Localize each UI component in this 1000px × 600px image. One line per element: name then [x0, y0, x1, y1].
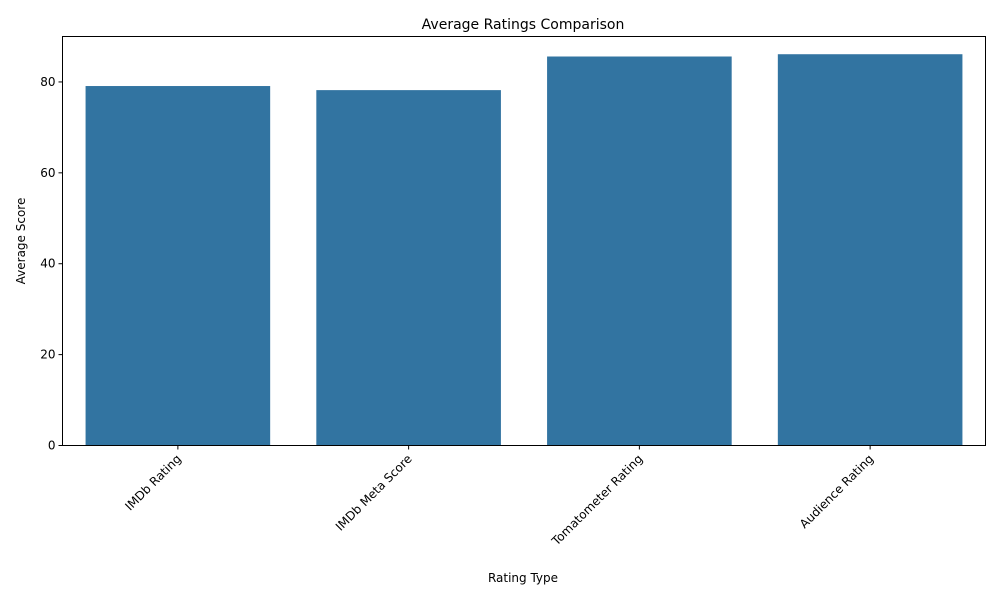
- x-tick-label: Tomatometer Rating: [548, 452, 645, 549]
- bar-tomatometer-rating: [547, 56, 732, 446]
- bar-imdb-rating: [85, 86, 271, 446]
- bar-audience-rating: [777, 54, 963, 446]
- y-tick-label: 0: [48, 439, 56, 453]
- y-tick-label: 60: [40, 166, 55, 180]
- x-axis-ticks: IMDb Rating IMDb Meta Score Tomatometer Ra…: [122, 445, 876, 549]
- y-axis-ticks: 0 20 40 60 80: [40, 75, 63, 453]
- bars-group: [85, 54, 963, 446]
- x-tick-label: Audience Rating: [797, 452, 876, 531]
- y-tick-label: 20: [40, 348, 55, 362]
- y-tick-label: 40: [40, 257, 55, 271]
- x-tick-label: IMDb Meta Score: [333, 452, 415, 534]
- bar-imdb-meta-score: [316, 90, 501, 446]
- y-axis-title: Average Score: [14, 198, 28, 285]
- plot-frame: [62, 36, 986, 446]
- x-tick-label: IMDb Rating: [122, 452, 184, 514]
- chart-title: Average Ratings Comparison: [422, 17, 625, 33]
- y-tick-label: 80: [40, 75, 55, 89]
- x-axis-title: Rating Type: [488, 571, 558, 585]
